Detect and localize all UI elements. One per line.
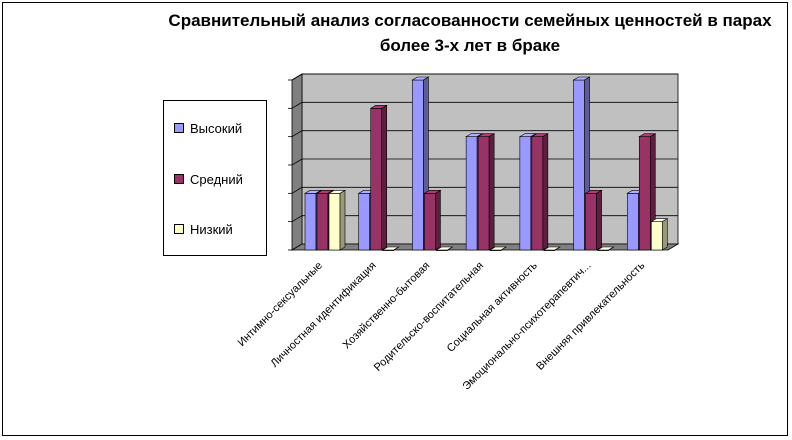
legend-swatch-medium (174, 174, 184, 184)
bar (638, 136, 651, 251)
bar (573, 79, 585, 251)
bar (519, 136, 532, 251)
legend-swatch-high (174, 123, 184, 133)
bar (412, 79, 424, 251)
bar (585, 193, 597, 251)
x-tick-label: Социальная активность (445, 259, 540, 354)
legend-swatch-low (174, 224, 184, 234)
gridline (291, 130, 678, 138)
legend-item-low: Низкий (174, 219, 233, 239)
bar (650, 221, 663, 251)
bar-side (608, 246, 614, 251)
chart-legend: Высокий Средний Низкий (163, 100, 267, 256)
gridline (291, 186, 678, 194)
gridline (291, 215, 678, 223)
x-tick-label: Внешняя привлекательность (534, 259, 647, 372)
gridline (291, 101, 678, 109)
bar (477, 136, 490, 251)
x-tick-label: Личностная идентификация (269, 260, 379, 370)
bar-side (488, 133, 495, 251)
bar (424, 193, 436, 251)
bar (358, 193, 371, 251)
bar-side (447, 246, 453, 251)
bar-side (339, 189, 346, 251)
x-tick-label: Интимно-сексуальные (236, 260, 325, 349)
bar-side (542, 133, 549, 251)
bar (531, 136, 544, 251)
bar-side (381, 104, 388, 251)
gridline (291, 158, 678, 166)
bar-side (596, 189, 602, 251)
x-tick-label: Родительско-воспитательная (372, 260, 486, 374)
gridline (291, 73, 678, 81)
x-tick-label: Хозяйственно-бытовая (341, 260, 433, 352)
bar-side (500, 246, 507, 251)
bar (370, 108, 383, 251)
bar (465, 136, 478, 251)
legend-item-high: Высокий (174, 118, 242, 138)
bar (626, 193, 639, 251)
bar-side (661, 218, 668, 251)
legend-item-medium: Средний (174, 169, 243, 189)
legend-label-high: Высокий (190, 120, 243, 136)
bar (304, 193, 317, 251)
chart-title: Сравнительный анализ согласованности сем… (168, 11, 772, 55)
bar (316, 193, 329, 251)
bar-side (554, 246, 561, 251)
bar-side (393, 246, 399, 251)
legend-label-low: Низкий (190, 221, 233, 237)
bar-side (435, 189, 441, 251)
bar (328, 193, 341, 251)
legend-label-medium: Средний (190, 171, 243, 187)
